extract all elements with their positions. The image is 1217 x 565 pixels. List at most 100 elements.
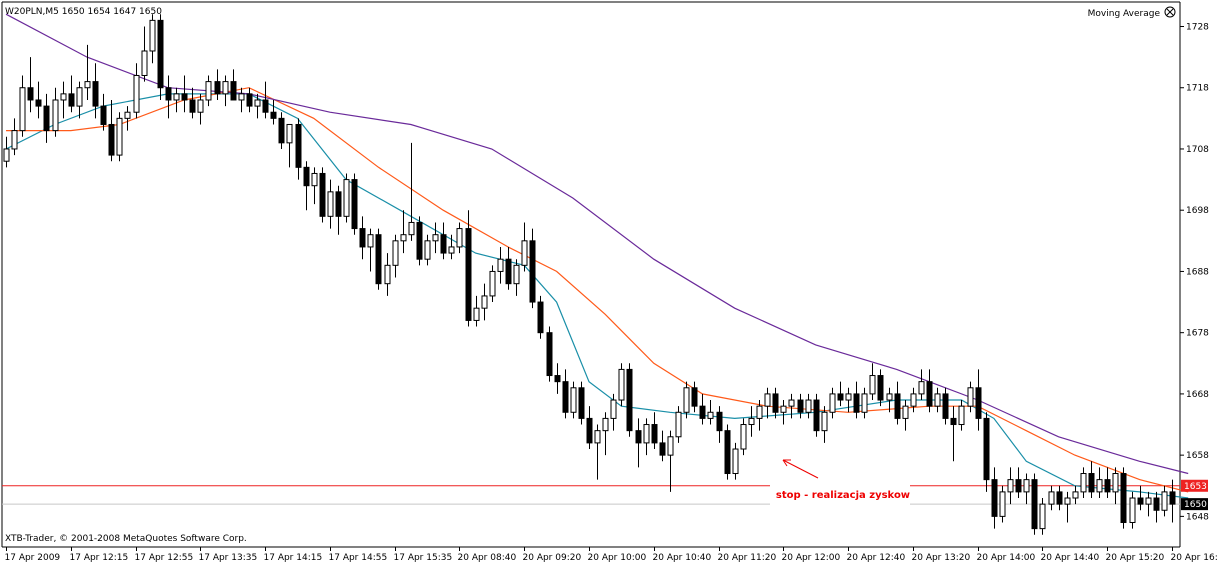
candle-body-bull (1145, 497, 1152, 505)
candle (529, 228, 536, 309)
candle (165, 75, 172, 119)
y-tick-label: 1648 (1186, 512, 1209, 522)
candle-body-bull (384, 264, 391, 285)
candle-body-bull (327, 191, 334, 217)
candle-body-bull (497, 258, 504, 272)
x-tick-label: 20 Apr 13:20 (912, 553, 971, 563)
x-tick-label: 20 Apr 14:40 (1041, 553, 1100, 563)
candle-body-bear (416, 221, 423, 260)
candle (1112, 467, 1119, 505)
y-axis: 1728 1718 1708 1698 1688 1678 1668 1658 1648 (1180, 22, 1209, 522)
candle (262, 81, 269, 119)
candle-body-bull (902, 405, 909, 419)
y-tick-label: 1688 (1186, 267, 1209, 277)
candle (1015, 467, 1022, 499)
candle-body-bull (60, 93, 67, 101)
candle-body-bull (1129, 497, 1136, 524)
candle (1161, 485, 1168, 517)
candle-body-bull (400, 234, 407, 242)
candle-body-bull (116, 117, 123, 156)
x-tick-label: 17 Apr 12:55 (135, 553, 194, 563)
candle-body-bear (578, 387, 585, 419)
candle-body-bear (1015, 479, 1022, 493)
candle-body-bull (1080, 473, 1087, 493)
candle (521, 222, 528, 272)
plot-area (1, 1, 1181, 548)
candle (910, 387, 917, 413)
candle (375, 228, 382, 290)
candle-body-bull (173, 93, 180, 101)
candle-body-bear (1169, 491, 1176, 505)
candle-body-bull (740, 424, 747, 450)
candle (133, 63, 140, 119)
candle (303, 161, 310, 211)
candle (1104, 467, 1111, 499)
candle-body-bear (359, 228, 366, 248)
candle-body-bull (456, 228, 463, 248)
candle (481, 283, 488, 321)
candle-body-bull (780, 405, 787, 413)
candle-body-bull (311, 172, 318, 187)
candle-body-bull (141, 50, 148, 76)
candle-body-bear (529, 240, 536, 303)
candle-body-bear (1104, 479, 1111, 493)
candle-body-bear (189, 99, 196, 113)
candle-body-bull (3, 148, 10, 162)
x-tick-label: 20 Apr 12:00 (782, 553, 841, 563)
candle (861, 387, 868, 419)
candle (270, 99, 277, 125)
candle (92, 63, 99, 119)
candle (740, 418, 747, 456)
y-tick-label: 1718 (1186, 84, 1209, 94)
candle-body-bear (230, 81, 237, 101)
candle (11, 118, 18, 156)
candle (780, 400, 787, 425)
candle (222, 75, 229, 107)
candle-body-bear (27, 87, 34, 101)
x-tick-label: 20 Apr 15:20 (1106, 553, 1165, 563)
candle-body-bull (683, 387, 690, 413)
candle-body-bull (76, 87, 83, 107)
candle (716, 406, 723, 443)
candle (335, 185, 342, 235)
candle-body-bull (19, 87, 26, 132)
candle (1129, 491, 1136, 529)
candle (214, 69, 221, 100)
candle (84, 44, 91, 100)
candle-body-bull (570, 387, 577, 413)
candle (1007, 467, 1014, 505)
candle-body-bear (659, 442, 666, 456)
candle-body-bull (999, 491, 1006, 517)
candle-body-bull (238, 93, 245, 101)
candle-body-bull (1064, 497, 1071, 505)
horizontal-lines (2, 485, 1180, 505)
circle-x-icon[interactable] (1164, 6, 1176, 18)
candle (205, 75, 212, 107)
candle (1048, 485, 1055, 511)
candle-body-bull (910, 393, 917, 407)
candle (829, 387, 836, 419)
candle-body-bull (513, 264, 520, 285)
candle-body-bull (821, 411, 828, 432)
candle (902, 400, 909, 431)
candle (578, 381, 585, 425)
candle (505, 246, 512, 290)
candle (1039, 498, 1046, 535)
candle-body-bull (748, 417, 755, 426)
x-tick-label: 17 Apr 12:15 (70, 553, 129, 563)
candle (141, 26, 148, 82)
candle (562, 369, 569, 419)
candle-body-bear (246, 93, 253, 107)
candle-body-bear (837, 393, 844, 401)
candle-body-bull (1048, 491, 1055, 505)
candle (626, 363, 633, 437)
x-tick-label: 17 Apr 13:35 (199, 553, 258, 563)
candle-body-bull (124, 111, 131, 119)
x-tick-label: 20 Apr 14:00 (977, 553, 1036, 563)
candle (756, 400, 763, 431)
candle (869, 363, 876, 401)
candle-body-bear (181, 93, 188, 101)
candle (124, 106, 131, 131)
price-labels: 1653 1650 (1181, 479, 1208, 511)
